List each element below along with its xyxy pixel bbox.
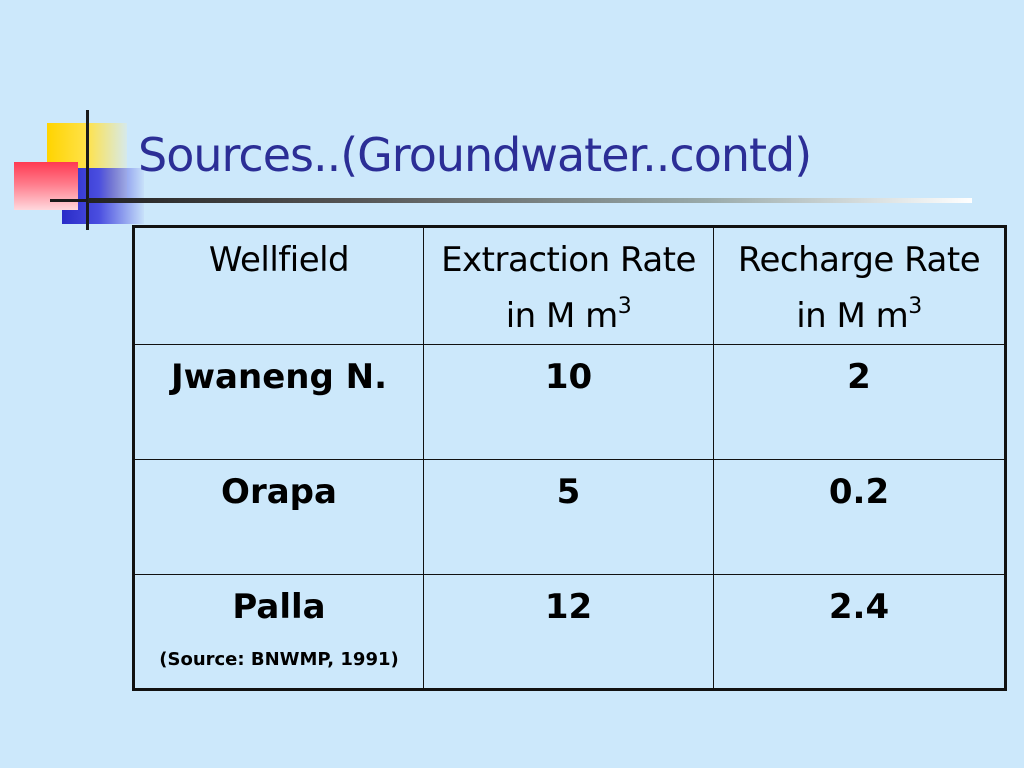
cell-recharge: 2.4 [713,574,1006,690]
logo-red-square [14,162,78,210]
header-extraction-line1: Extraction Rate [441,240,696,280]
cell-wellfield: Jwaneng N. [133,344,424,460]
cell-recharge: 2 [713,344,1006,460]
cell-wellfield: Palla (Source: BNWMP, 1991) [133,574,424,690]
header-extraction-unit: in M m [505,296,619,336]
title-underline [88,198,972,203]
table-header-row: Wellfield Extraction Rate in M m3 Rechar… [133,226,1006,345]
header-wellfield-label: Wellfield [208,240,350,280]
header-wellfield: Wellfield [133,226,424,345]
cell-extraction: 10 [423,344,714,460]
header-recharge-sup: 3 [908,294,922,319]
cell-recharge: 0.2 [713,459,1006,575]
decorative-logo [0,0,160,240]
cell-extraction: 5 [423,459,714,575]
header-recharge-line2: in M m3 [714,288,1004,344]
header-recharge-unit: in M m [796,296,909,336]
source-note: (Source: BNWMP, 1991) [159,649,399,670]
header-extraction-line2: in M m3 [424,288,713,344]
logo-vertical-line [86,110,89,230]
header-extraction-rate: Extraction Rate in M m3 [423,226,714,345]
table-row: Jwaneng N. 10 2 [133,344,1006,460]
table-row: Orapa 5 0.2 [133,459,1006,575]
cell-wellfield-label: Palla [232,587,326,627]
header-recharge-line1: Recharge Rate [737,240,981,280]
header-recharge-rate: Recharge Rate in M m3 [713,226,1006,345]
header-extraction-sup: 3 [617,294,632,319]
cell-wellfield: Orapa [133,459,424,575]
slide-title: Sources..(Groundwater..contd) [138,128,812,182]
groundwater-table: Wellfield Extraction Rate in M m3 Rechar… [132,225,1007,691]
cell-extraction: 12 [423,574,714,690]
table-row: Palla (Source: BNWMP, 1991) 12 2.4 [133,574,1006,690]
